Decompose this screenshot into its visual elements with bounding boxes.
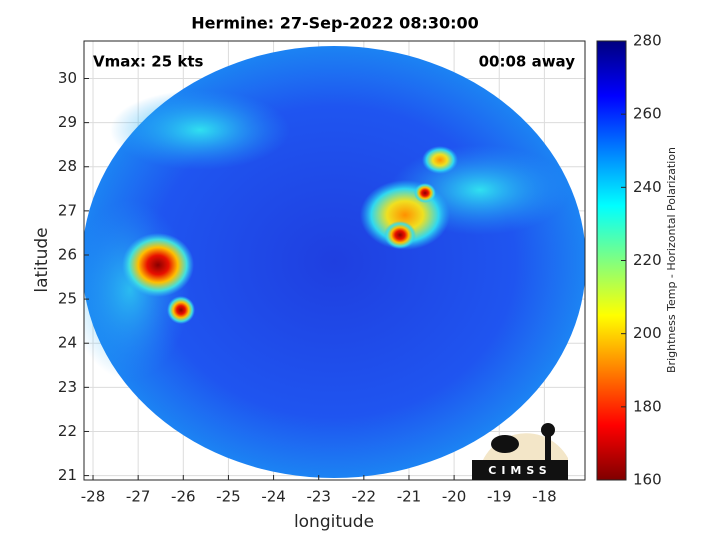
feature [422,146,458,174]
image [84,46,585,478]
y-tick-label: 21 [58,466,77,484]
axes-box [83,40,586,481]
feature [167,296,195,324]
annotation: 00:08 away [479,53,576,71]
logo-text: CIMSS [488,464,551,477]
y-tick-label: 29 [58,113,77,131]
annotation: Vmax: 25 kts [93,53,203,71]
feature [414,183,436,203]
x-tick-label: -22 [352,488,377,506]
y-tick-label: 25 [58,290,77,308]
x-tick-label: -21 [397,488,422,506]
feature [384,221,416,249]
x-tick-label: -23 [306,488,331,506]
y-tick-label: 26 [58,245,77,263]
x-tick-label: -27 [126,488,151,506]
y-axis-label: latitude [32,227,52,292]
logo: CIMSS [472,423,568,480]
x-tick-label: -20 [442,488,467,506]
colorbar-tick-label: 180 [633,397,662,415]
colorbar-tick-label: 220 [633,251,662,269]
feature [122,233,194,297]
colorbar-tick-label: 240 [633,178,662,196]
y-tick-label: 27 [58,201,77,219]
x-tick-label: -26 [171,488,196,506]
y-tick-label: 24 [58,334,77,352]
x-tick-label: -19 [487,488,512,506]
y-tick-label: 23 [58,378,77,396]
x-tick-label: -24 [261,488,286,506]
x-tick-label: -25 [216,488,241,506]
x-tick-label: -28 [81,488,106,506]
y-tick-label: 28 [58,157,77,175]
colorbar-tick-label: 260 [633,105,662,123]
feature [110,90,290,170]
colorbar-tick-label: 280 [633,32,662,50]
x-axis-label: longitude [294,512,374,532]
chart-title: Hermine: 27-Sep-2022 08:30:00 [191,14,479,33]
x-tick-label: -18 [532,488,557,506]
colorbar-tick-label: 200 [633,324,662,342]
colorbar-label: Brightness Temp - Horizontal Polarizatio… [665,147,678,373]
y-tick-label: 22 [58,422,77,440]
axes: -28 -27 -26 -25 -24 -23 -22 -21 -20 -19 -18 21 22 23 2… [58,40,586,506]
colorbar-tick-label: 160 [633,471,662,489]
y-tick-label: 30 [58,69,77,87]
